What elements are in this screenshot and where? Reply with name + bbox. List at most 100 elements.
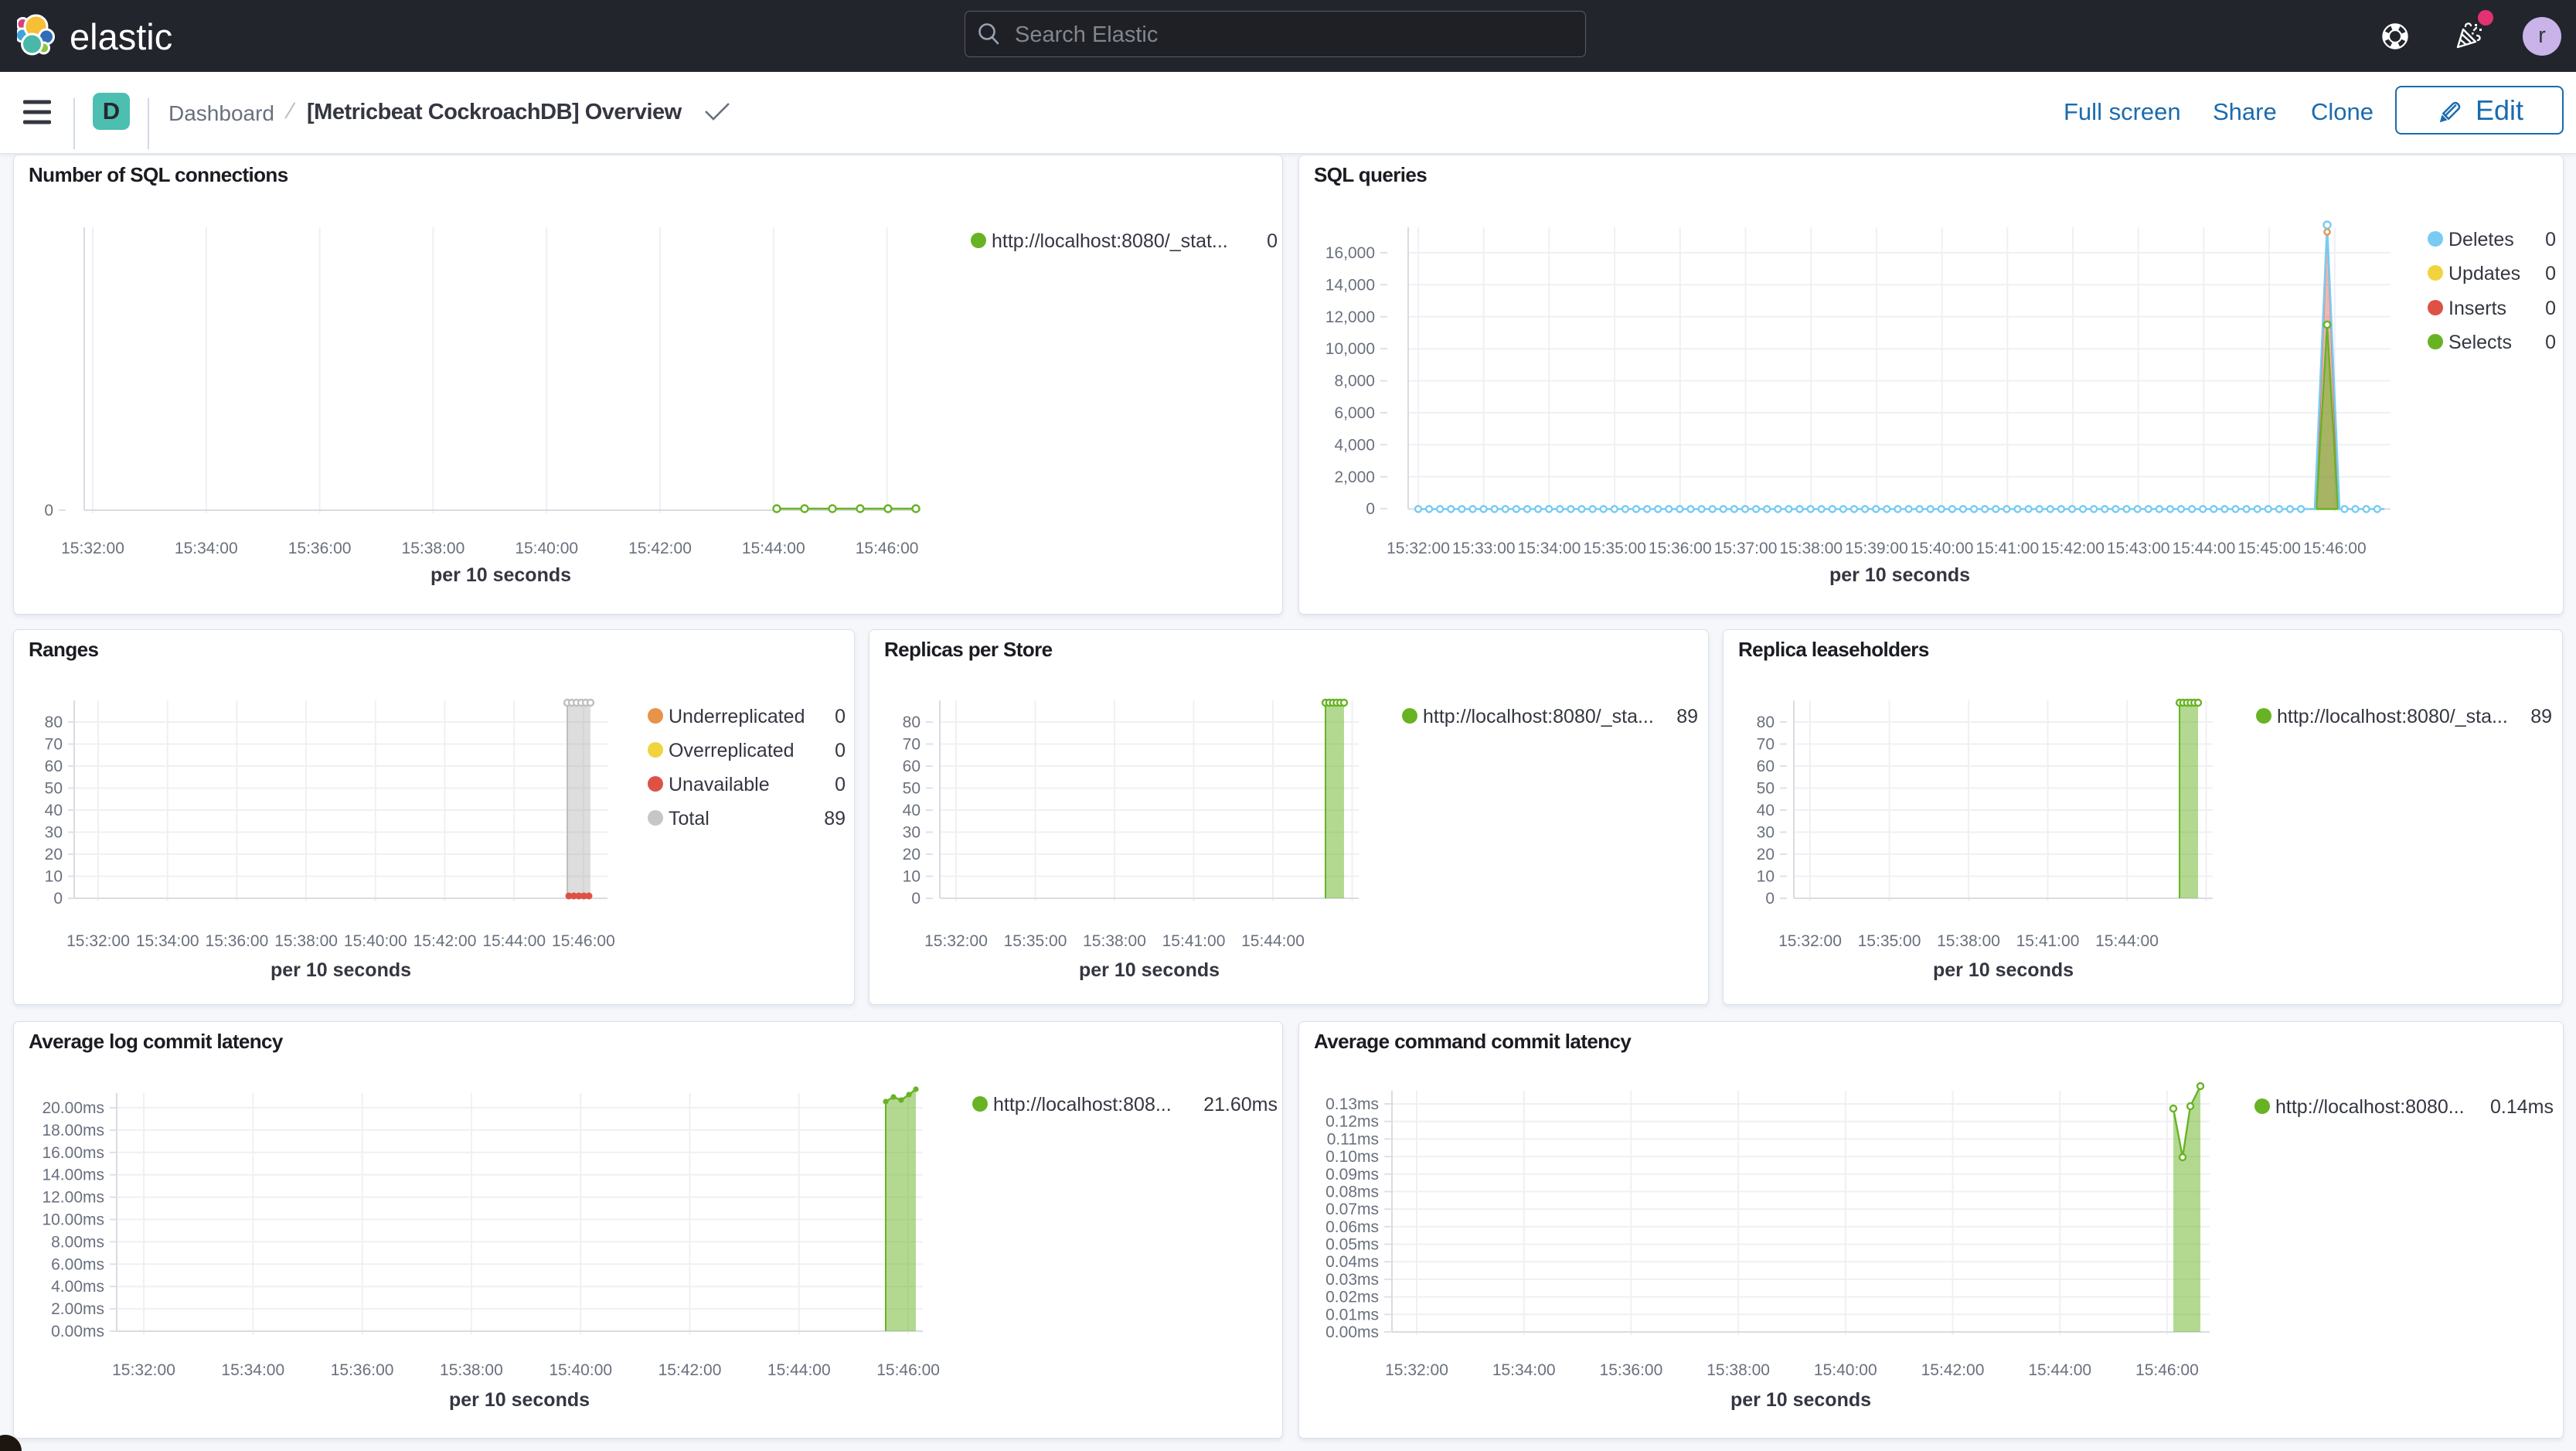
svg-text:80: 80 <box>903 714 920 731</box>
svg-text:15:42:00: 15:42:00 <box>658 1361 722 1379</box>
svg-text:15:32:00: 15:32:00 <box>112 1361 175 1379</box>
svg-text:per 10 seconds: per 10 seconds <box>1829 564 1970 586</box>
svg-text:15:44:00: 15:44:00 <box>767 1361 831 1379</box>
svg-text:15:36:00: 15:36:00 <box>288 540 352 557</box>
svg-text:15:44:00: 15:44:00 <box>742 540 805 557</box>
svg-text:0: 0 <box>44 502 53 519</box>
svg-text:15:46:00: 15:46:00 <box>2135 1361 2199 1379</box>
svg-text:15:35:00: 15:35:00 <box>1004 932 1067 950</box>
svg-text:12.00ms: 12.00ms <box>42 1189 104 1207</box>
svg-text:70: 70 <box>45 736 63 754</box>
svg-text:50: 50 <box>903 780 920 798</box>
svg-text:4.00ms: 4.00ms <box>51 1278 104 1296</box>
svg-text:10: 10 <box>45 868 63 886</box>
svg-text:0.04ms: 0.04ms <box>1325 1253 1379 1271</box>
svg-text:15:32:00: 15:32:00 <box>1778 932 1842 950</box>
svg-text:15:42:00: 15:42:00 <box>413 932 477 950</box>
svg-text:30: 30 <box>45 824 63 842</box>
svg-text:20: 20 <box>45 846 63 863</box>
svg-text:per 10 seconds: per 10 seconds <box>449 1389 590 1411</box>
svg-text:15:40:00: 15:40:00 <box>515 540 578 557</box>
svg-text:15:34:00: 15:34:00 <box>1492 1361 1556 1379</box>
svg-text:15:46:00: 15:46:00 <box>876 1361 940 1379</box>
svg-text:15:38:00: 15:38:00 <box>402 540 465 557</box>
svg-text:15:34:00: 15:34:00 <box>221 1361 284 1379</box>
svg-text:15:34:00: 15:34:00 <box>136 932 199 950</box>
svg-text:0.07ms: 0.07ms <box>1325 1201 1379 1218</box>
svg-text:15:44:00: 15:44:00 <box>482 932 546 950</box>
svg-text:per 10 seconds: per 10 seconds <box>271 959 411 981</box>
svg-text:60: 60 <box>45 758 63 775</box>
svg-text:6.00ms: 6.00ms <box>51 1255 104 1273</box>
svg-text:15:32:00: 15:32:00 <box>61 540 124 557</box>
svg-text:15:40:00: 15:40:00 <box>344 932 407 950</box>
svg-text:15:38:00: 15:38:00 <box>440 1361 503 1379</box>
svg-text:2,000: 2,000 <box>1334 468 1375 486</box>
svg-text:15:44:00: 15:44:00 <box>2173 540 2236 557</box>
svg-text:0: 0 <box>1366 500 1375 518</box>
svg-text:0.09ms: 0.09ms <box>1325 1166 1379 1184</box>
svg-text:0.02ms: 0.02ms <box>1325 1289 1379 1306</box>
svg-text:15:36:00: 15:36:00 <box>1600 1361 1663 1379</box>
svg-text:15:42:00: 15:42:00 <box>628 540 692 557</box>
svg-text:15:35:00: 15:35:00 <box>1583 540 1646 557</box>
svg-text:15:37:00: 15:37:00 <box>1714 540 1778 557</box>
svg-text:0.00ms: 0.00ms <box>1325 1323 1379 1341</box>
svg-text:10,000: 10,000 <box>1325 340 1375 358</box>
svg-text:per 10 seconds: per 10 seconds <box>430 564 571 586</box>
svg-text:0.12ms: 0.12ms <box>1325 1113 1379 1131</box>
svg-text:20: 20 <box>903 846 920 863</box>
svg-text:0.06ms: 0.06ms <box>1325 1218 1379 1236</box>
svg-text:20: 20 <box>1757 846 1775 863</box>
svg-text:15:41:00: 15:41:00 <box>1975 540 2039 557</box>
svg-text:15:32:00: 15:32:00 <box>924 932 988 950</box>
svg-text:40: 40 <box>1757 802 1775 819</box>
svg-text:30: 30 <box>1757 824 1775 842</box>
svg-text:40: 40 <box>903 802 920 819</box>
svg-text:16.00ms: 16.00ms <box>42 1144 104 1162</box>
svg-text:0.11ms: 0.11ms <box>1327 1130 1379 1148</box>
svg-text:15:32:00: 15:32:00 <box>1385 1361 1448 1379</box>
svg-text:60: 60 <box>1757 758 1775 775</box>
svg-text:15:41:00: 15:41:00 <box>1162 932 1226 950</box>
svg-text:15:38:00: 15:38:00 <box>1937 932 2000 950</box>
svg-text:80: 80 <box>1757 714 1775 731</box>
svg-text:8.00ms: 8.00ms <box>51 1233 104 1251</box>
svg-text:15:44:00: 15:44:00 <box>2095 932 2159 950</box>
svg-text:15:36:00: 15:36:00 <box>1649 540 1712 557</box>
svg-text:50: 50 <box>45 780 63 798</box>
svg-text:15:44:00: 15:44:00 <box>1241 932 1305 950</box>
svg-text:15:36:00: 15:36:00 <box>206 932 269 950</box>
svg-text:15:38:00: 15:38:00 <box>1707 1361 1770 1379</box>
svg-text:15:45:00: 15:45:00 <box>2237 540 2301 557</box>
svg-text:15:34:00: 15:34:00 <box>1518 540 1581 557</box>
svg-text:14,000: 14,000 <box>1325 276 1375 294</box>
svg-text:15:35:00: 15:35:00 <box>1858 932 1921 950</box>
svg-text:15:46:00: 15:46:00 <box>856 540 919 557</box>
svg-text:0: 0 <box>1765 890 1775 908</box>
svg-text:15:40:00: 15:40:00 <box>549 1361 612 1379</box>
svg-text:15:38:00: 15:38:00 <box>274 932 338 950</box>
svg-text:15:38:00: 15:38:00 <box>1779 540 1843 557</box>
svg-text:0.00ms: 0.00ms <box>51 1323 104 1340</box>
svg-text:15:46:00: 15:46:00 <box>2303 540 2367 557</box>
svg-text:15:40:00: 15:40:00 <box>1911 540 1974 557</box>
svg-text:0.03ms: 0.03ms <box>1325 1271 1379 1289</box>
svg-text:6,000: 6,000 <box>1334 404 1375 422</box>
svg-text:15:32:00: 15:32:00 <box>66 932 130 950</box>
svg-text:15:36:00: 15:36:00 <box>331 1361 394 1379</box>
svg-text:15:42:00: 15:42:00 <box>2041 540 2105 557</box>
svg-text:15:40:00: 15:40:00 <box>1814 1361 1877 1379</box>
svg-text:8,000: 8,000 <box>1334 373 1375 390</box>
svg-text:per 10 seconds: per 10 seconds <box>1730 1389 1871 1411</box>
svg-text:15:39:00: 15:39:00 <box>1845 540 1908 557</box>
svg-text:4,000: 4,000 <box>1334 436 1375 454</box>
svg-text:per 10 seconds: per 10 seconds <box>1933 959 2074 981</box>
svg-text:per 10 seconds: per 10 seconds <box>1079 959 1220 981</box>
svg-text:0: 0 <box>911 890 920 908</box>
svg-text:12,000: 12,000 <box>1325 308 1375 326</box>
svg-text:15:32:00: 15:32:00 <box>1387 540 1450 557</box>
svg-text:15:44:00: 15:44:00 <box>2028 1361 2091 1379</box>
svg-text:18.00ms: 18.00ms <box>42 1122 104 1139</box>
svg-text:15:42:00: 15:42:00 <box>1921 1361 1985 1379</box>
